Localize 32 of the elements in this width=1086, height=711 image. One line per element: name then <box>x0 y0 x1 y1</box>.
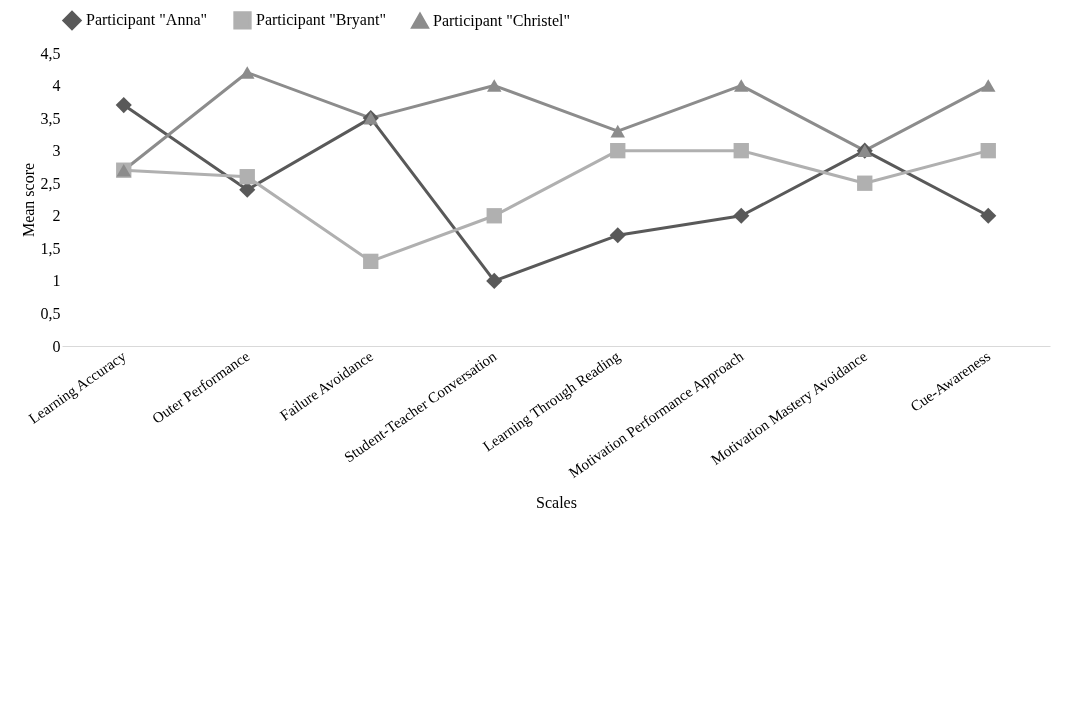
legend-label: Participant "Christel" <box>433 11 571 30</box>
y-tick-label: 1 <box>52 272 61 290</box>
legend-label: Participant "Bryant" <box>256 11 386 30</box>
point <box>486 208 502 224</box>
y-axis-title: Mean score <box>19 162 37 238</box>
y-tick-label: 1,5 <box>40 239 61 257</box>
y-tick-label: 0 <box>52 337 61 355</box>
point <box>363 253 379 270</box>
y-tick-label: 2,5 <box>40 174 61 192</box>
point <box>733 143 749 159</box>
point <box>733 207 750 224</box>
point <box>239 169 255 185</box>
y-tick-label: 3 <box>52 142 61 160</box>
point <box>487 79 502 92</box>
y-tick-label: 4,5 <box>40 44 61 62</box>
point <box>486 272 503 289</box>
point <box>115 97 132 114</box>
point <box>240 66 255 79</box>
point <box>980 143 996 159</box>
point <box>980 207 997 224</box>
y-tick-label: 3,5 <box>40 109 61 127</box>
y-tick-label: 2 <box>52 207 61 225</box>
point <box>609 227 626 244</box>
point <box>981 79 996 92</box>
legend-label: Participant "Anna" <box>86 11 208 30</box>
y-tick-label: 4 <box>52 77 61 95</box>
x-axis-title: Scales <box>536 494 577 512</box>
point <box>610 143 626 159</box>
point <box>857 175 873 191</box>
y-tick-label: 0,5 <box>40 304 61 322</box>
point <box>610 124 625 138</box>
point <box>734 79 749 92</box>
